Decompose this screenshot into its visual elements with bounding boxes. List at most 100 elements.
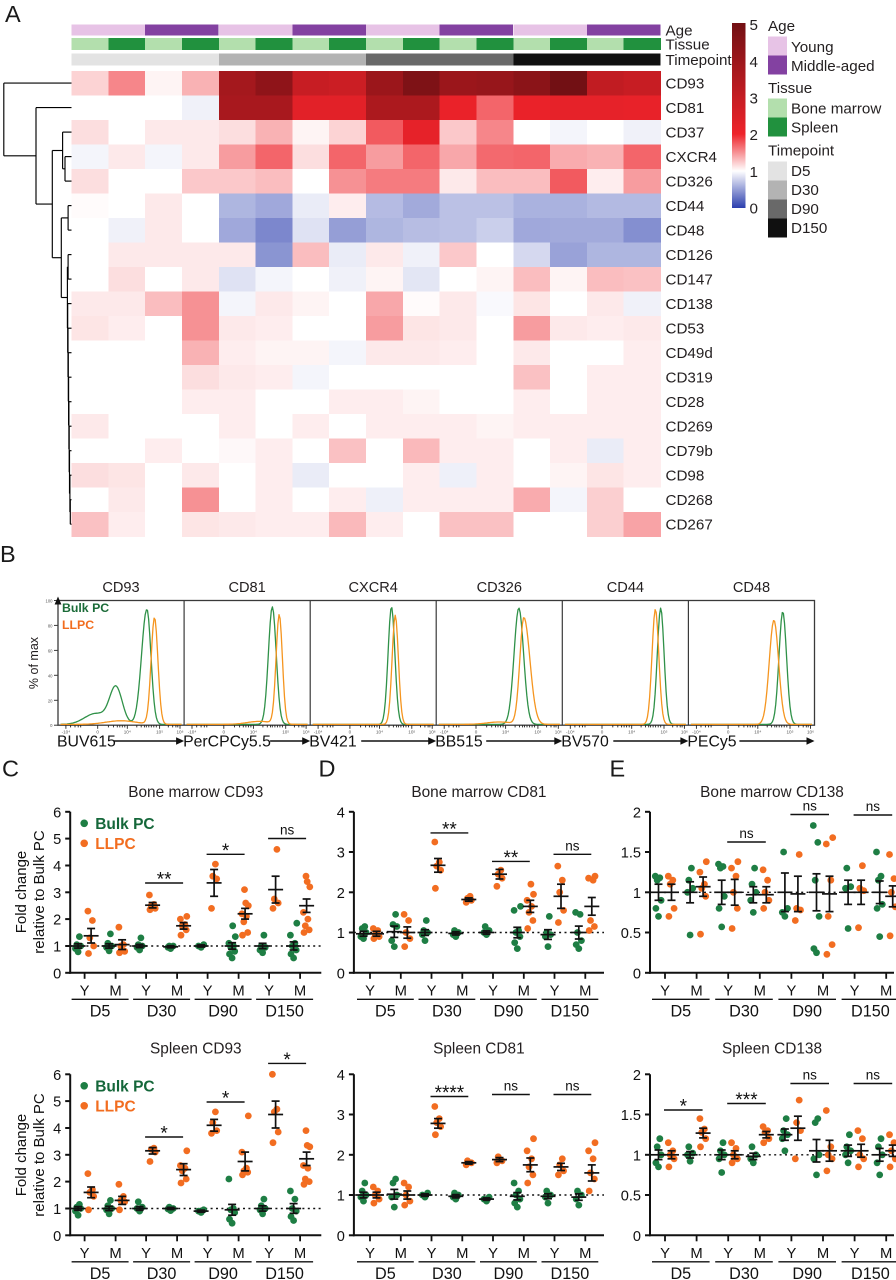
svg-text:CD268: CD268 <box>666 492 713 509</box>
svg-text:10⁶: 10⁶ <box>681 729 688 734</box>
svg-text:D150: D150 <box>791 220 827 237</box>
svg-text:M: M <box>109 983 121 999</box>
svg-text:ns: ns <box>803 799 818 814</box>
svg-text:ns: ns <box>280 823 295 838</box>
svg-text:5: 5 <box>53 832 61 848</box>
svg-text:D5: D5 <box>90 1002 111 1020</box>
svg-text:3: 3 <box>337 846 345 862</box>
svg-text:0: 0 <box>601 729 604 734</box>
svg-text:PerCPCy5.5: PerCPCy5.5 <box>183 734 271 751</box>
svg-text:D5: D5 <box>670 1265 691 1280</box>
svg-text:M: M <box>171 983 183 999</box>
svg-text:0: 0 <box>337 966 345 982</box>
svg-text:3: 3 <box>750 91 758 108</box>
svg-text:CD98: CD98 <box>666 468 705 485</box>
svg-text:1: 1 <box>53 940 61 956</box>
svg-text:-10⁴: -10⁴ <box>566 729 575 734</box>
svg-text:Y: Y <box>723 983 733 999</box>
svg-text:3: 3 <box>53 886 61 902</box>
svg-text:D5: D5 <box>90 1265 111 1280</box>
svg-text:D30: D30 <box>432 1002 462 1020</box>
svg-text:Y: Y <box>850 983 860 999</box>
svg-text:Y: Y <box>488 983 498 999</box>
svg-text:M: M <box>232 1246 244 1262</box>
svg-text:***: *** <box>735 1090 758 1111</box>
svg-text:0: 0 <box>96 729 99 734</box>
svg-text:Y: Y <box>786 983 796 999</box>
svg-text:Y: Y <box>723 1246 733 1262</box>
svg-text:A: A <box>5 1 21 27</box>
svg-text:2: 2 <box>633 805 641 821</box>
svg-text:D90: D90 <box>494 1265 524 1280</box>
svg-text:Y: Y <box>786 1246 796 1262</box>
svg-text:CD326: CD326 <box>666 173 713 190</box>
svg-text:D5: D5 <box>375 1265 396 1280</box>
svg-text:Y: Y <box>850 1246 860 1262</box>
svg-text:CD269: CD269 <box>666 419 713 436</box>
svg-text:M: M <box>171 1246 183 1262</box>
svg-text:CD81: CD81 <box>666 100 705 117</box>
svg-text:M: M <box>817 1246 829 1262</box>
svg-text:Bulk PC: Bulk PC <box>62 601 109 615</box>
svg-text:0: 0 <box>349 729 352 734</box>
svg-text:10⁴: 10⁴ <box>376 729 383 734</box>
svg-text:Y: Y <box>203 983 213 999</box>
svg-text:Y: Y <box>550 983 560 999</box>
svg-text:-10⁴: -10⁴ <box>62 729 71 734</box>
svg-text:100: 100 <box>46 599 54 604</box>
svg-text:10⁶: 10⁶ <box>555 729 562 734</box>
svg-text:Y: Y <box>264 983 274 999</box>
svg-text:B: B <box>0 541 16 567</box>
svg-text:CD28: CD28 <box>666 394 705 411</box>
svg-text:0: 0 <box>750 201 758 218</box>
svg-text:Bone marrow CD81: Bone marrow CD81 <box>411 784 546 801</box>
svg-text:D150: D150 <box>265 1002 304 1020</box>
svg-text:BV570: BV570 <box>561 734 609 751</box>
svg-text:Y: Y <box>488 1246 498 1262</box>
svg-text:Tissue: Tissue <box>666 36 710 53</box>
svg-text:ns: ns <box>866 1068 881 1083</box>
svg-text:Spleen: Spleen <box>791 120 838 137</box>
svg-text:10⁶: 10⁶ <box>176 729 183 734</box>
svg-text:Y: Y <box>80 983 90 999</box>
svg-text:CD319: CD319 <box>666 370 713 387</box>
svg-text:D90: D90 <box>792 1265 822 1280</box>
svg-text:CD49d: CD49d <box>666 345 713 362</box>
svg-text:4: 4 <box>337 1068 345 1084</box>
svg-text:1: 1 <box>633 1148 641 1164</box>
svg-text:0: 0 <box>223 729 226 734</box>
svg-text:CD53: CD53 <box>666 321 705 338</box>
svg-text:D150: D150 <box>551 1265 590 1280</box>
svg-text:D30: D30 <box>729 1265 759 1280</box>
svg-text:1.5: 1.5 <box>621 1108 641 1124</box>
svg-text:CD44: CD44 <box>607 580 644 596</box>
svg-text:D30: D30 <box>432 1265 462 1280</box>
svg-text:M: M <box>880 1246 892 1262</box>
svg-text:2: 2 <box>337 886 345 902</box>
svg-text:Y: Y <box>365 1246 375 1262</box>
svg-text:D5: D5 <box>670 1002 691 1020</box>
svg-text:M: M <box>232 983 244 999</box>
svg-text:**: ** <box>157 870 172 891</box>
svg-text:CD93: CD93 <box>666 75 705 92</box>
svg-text:2: 2 <box>750 127 758 144</box>
svg-text:relative to Bulk PC: relative to Bulk PC <box>31 830 48 954</box>
svg-text:M: M <box>690 1246 702 1262</box>
svg-text:Y: Y <box>550 1246 560 1262</box>
svg-text:BV421: BV421 <box>309 734 357 751</box>
svg-text:LLPC: LLPC <box>95 1098 135 1115</box>
svg-text:CD48: CD48 <box>733 580 770 596</box>
svg-text:Bulk PC: Bulk PC <box>95 1078 154 1095</box>
svg-text:10⁵: 10⁵ <box>534 729 541 734</box>
svg-text:CD126: CD126 <box>666 247 713 264</box>
svg-text:Y: Y <box>365 983 375 999</box>
svg-text:Y: Y <box>427 983 437 999</box>
svg-text:M: M <box>456 983 468 999</box>
svg-text:D30: D30 <box>147 1265 177 1280</box>
svg-text:M: M <box>880 983 892 999</box>
svg-text:Tissue: Tissue <box>768 80 812 97</box>
svg-text:CD138: CD138 <box>666 296 713 313</box>
svg-text:Timepoint: Timepoint <box>666 52 733 69</box>
svg-text:20: 20 <box>48 698 53 703</box>
svg-text:10⁴: 10⁴ <box>754 729 761 734</box>
